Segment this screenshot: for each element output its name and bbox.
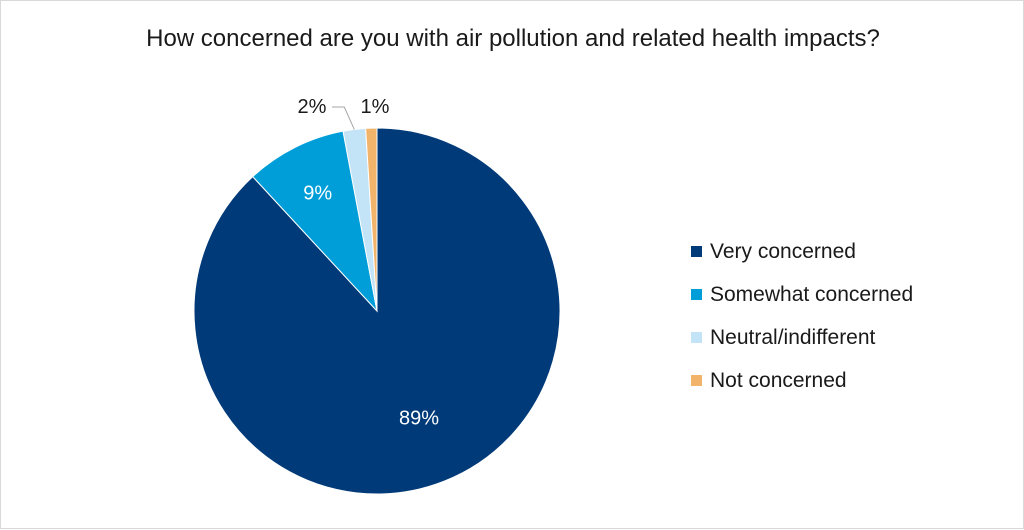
- legend: Very concerned Somewhat concerned Neutral/…: [691, 230, 913, 402]
- leader-line-3: [332, 106, 355, 130]
- legend-swatch: [691, 246, 702, 257]
- legend-item-2: Somewhat concerned: [691, 273, 913, 316]
- legend-swatch: [691, 375, 702, 386]
- legend-item-4: Not concerned: [691, 359, 913, 402]
- pie-slice-2: [252, 130, 378, 313]
- legend-label: Not concerned: [710, 368, 847, 392]
- data-label-4: 1%: [361, 96, 390, 118]
- legend-label: Somewhat concerned: [710, 282, 914, 306]
- legend-item-1: Very concerned: [691, 230, 913, 273]
- chart-title: How concerned are you with air pollution…: [146, 25, 880, 52]
- legend-label: Neutral/indifferent: [710, 325, 876, 349]
- legend-label: Very concerned: [710, 239, 856, 263]
- legend-swatch: [691, 332, 702, 343]
- data-label-1: 89%: [399, 407, 439, 429]
- data-label-3: 2%: [298, 96, 327, 118]
- data-label-2: 9%: [303, 182, 332, 204]
- legend-item-3: Neutral/indifferent: [691, 316, 913, 359]
- legend-swatch: [691, 289, 702, 300]
- pie-slice-4: [365, 127, 378, 312]
